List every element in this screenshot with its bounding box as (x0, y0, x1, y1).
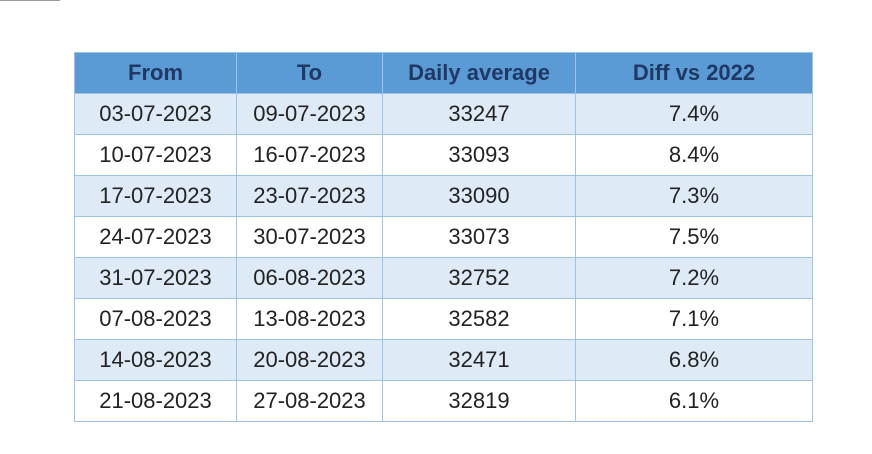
table-row: 21-08-2023 27-08-2023 32819 6.1% (74, 380, 813, 422)
weekly-average-table: From To Daily average Diff vs 2022 03-07… (74, 52, 813, 422)
cell-from: 10-07-2023 (74, 134, 237, 176)
cell-to: 09-07-2023 (236, 93, 383, 135)
cell-to: 30-07-2023 (236, 216, 383, 258)
cell-diff: 7.3% (575, 175, 813, 217)
cell-daily-average: 32582 (382, 298, 576, 340)
cell-from: 14-08-2023 (74, 339, 237, 381)
cell-to: 23-07-2023 (236, 175, 383, 217)
cell-diff: 6.1% (575, 380, 813, 422)
table-row: 10-07-2023 16-07-2023 33093 8.4% (74, 134, 813, 176)
cell-from: 07-08-2023 (74, 298, 237, 340)
header-from: From (74, 52, 237, 94)
table-row: 07-08-2023 13-08-2023 32582 7.1% (74, 298, 813, 340)
table-row: 14-08-2023 20-08-2023 32471 6.8% (74, 339, 813, 381)
cell-daily-average: 33090 (382, 175, 576, 217)
header-row: From To Daily average Diff vs 2022 (74, 52, 813, 94)
cell-daily-average: 33247 (382, 93, 576, 135)
table-row: 03-07-2023 09-07-2023 33247 7.4% (74, 93, 813, 135)
cell-daily-average: 33073 (382, 216, 576, 258)
cell-to: 20-08-2023 (236, 339, 383, 381)
cell-to: 16-07-2023 (236, 134, 383, 176)
header-to: To (236, 52, 383, 94)
cell-from: 21-08-2023 (74, 380, 237, 422)
cell-daily-average: 32471 (382, 339, 576, 381)
cell-to: 13-08-2023 (236, 298, 383, 340)
table-row: 24-07-2023 30-07-2023 33073 7.5% (74, 216, 813, 258)
cell-from: 03-07-2023 (74, 93, 237, 135)
cell-daily-average: 32819 (382, 380, 576, 422)
cell-diff: 7.2% (575, 257, 813, 299)
cell-from: 31-07-2023 (74, 257, 237, 299)
table-row: 31-07-2023 06-08-2023 32752 7.2% (74, 257, 813, 299)
header-diff-vs-2022: Diff vs 2022 (575, 52, 813, 94)
header-daily-average: Daily average (382, 52, 576, 94)
table-row: 17-07-2023 23-07-2023 33090 7.3% (74, 175, 813, 217)
cell-to: 27-08-2023 (236, 380, 383, 422)
cell-diff: 7.1% (575, 298, 813, 340)
cell-diff: 6.8% (575, 339, 813, 381)
cell-daily-average: 32752 (382, 257, 576, 299)
cell-from: 17-07-2023 (74, 175, 237, 217)
cell-diff: 7.5% (575, 216, 813, 258)
cell-diff: 8.4% (575, 134, 813, 176)
cell-from: 24-07-2023 (74, 216, 237, 258)
corner-rule (0, 0, 60, 1)
cell-diff: 7.4% (575, 93, 813, 135)
cell-daily-average: 33093 (382, 134, 576, 176)
cell-to: 06-08-2023 (236, 257, 383, 299)
